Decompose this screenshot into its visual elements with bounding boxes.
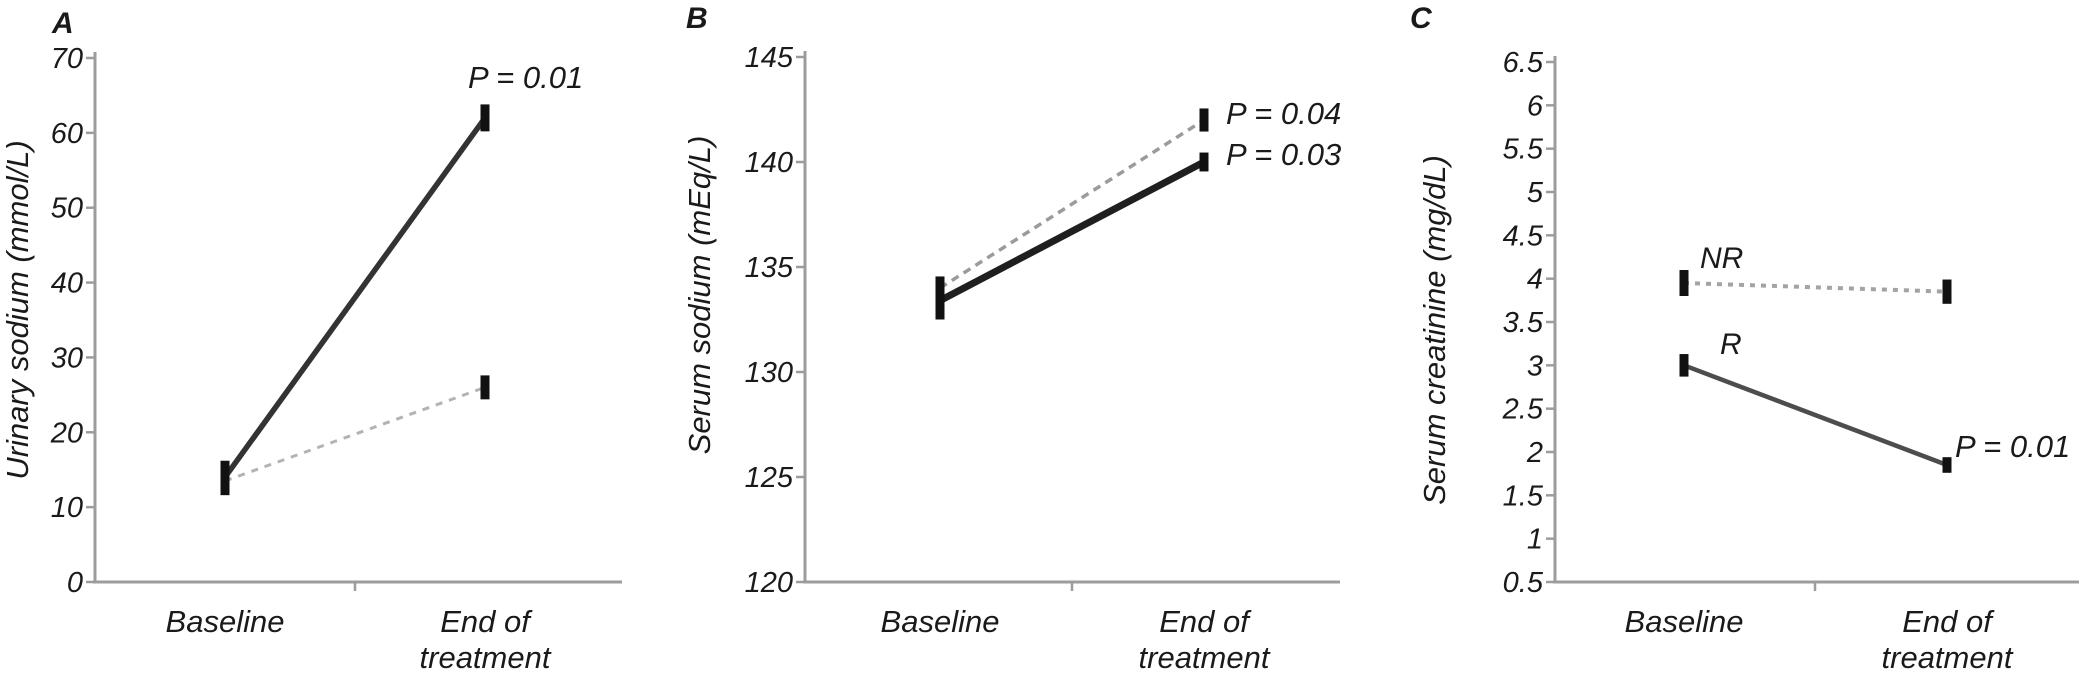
error-bar [220,466,230,496]
line-group-label: NR [1700,242,1743,275]
y-tick-label: 0.5 [1503,567,1544,599]
panel-letter: A [51,7,74,40]
y-tick-label: 135 [745,252,794,284]
y-tick-label: 4 [1527,264,1543,296]
line-group-label: R [1720,328,1742,361]
y-axis-title: Serum sodium (mEq/L) [682,136,717,455]
x-category-label: Baseline [166,604,285,639]
y-tick-label: 130 [745,357,793,389]
y-tick-label: 6.5 [1503,47,1544,79]
y-axis-title: Urinary sodium (mmol/L) [0,140,35,479]
y-axis-title: Serum creatinine (mg/dL) [1417,155,1452,505]
y-tick-label: 3.5 [1503,307,1544,339]
y-tick-label: 5 [1527,177,1544,209]
x-category-label: treatment [1882,640,2014,675]
y-tick-label: 2 [1526,437,1543,469]
error-bar [1942,457,1952,473]
p-value-label: P = 0.03 [1226,137,1341,172]
data-line-non-responders [1683,281,1948,294]
y-tick-label: 125 [745,462,794,494]
error-bar [1679,354,1689,377]
panel-letter: B [686,2,708,35]
y-tick-label: 2.5 [1502,394,1544,426]
y-tick-label: 3 [1527,350,1543,382]
data-line-responders [1683,363,1948,468]
y-tick-label: 1.5 [1503,480,1544,512]
error-bar [1199,152,1209,172]
y-tick-label: 0 [67,567,83,599]
y-tick-label: 120 [745,567,793,599]
error-bar [1199,108,1209,132]
p-value-label: P = 0.01 [1955,429,2070,464]
x-category-label: treatment [1139,640,1271,675]
x-category-label: End of [1159,604,1252,639]
y-tick-label: 40 [51,268,83,300]
p-value-label: P = 0.01 [468,60,583,95]
y-tick-label: 1 [1527,524,1543,556]
y-tick-label: 70 [51,43,83,75]
y-tick-label: 30 [51,342,83,374]
y-tick-label: 50 [51,193,83,225]
x-category-label: treatment [420,640,552,675]
p-value-label: P = 0.04 [1226,96,1341,131]
error-bar [1942,279,1952,304]
x-category-label: End of [1902,604,1995,639]
y-tick-label: 60 [51,118,83,150]
y-tick-label: 20 [50,417,83,449]
x-category-label: Baseline [1625,604,1744,639]
error-bar [480,375,490,400]
data-line-solid-line [222,116,488,479]
y-tick-label: 6 [1527,90,1544,122]
error-bar [480,104,490,132]
data-line-solid-line [938,158,1206,304]
y-tick-label: 5.5 [1503,134,1544,166]
data-line-dashed-line [939,118,1205,290]
x-category-label: Baseline [881,604,1000,639]
error-bar [1679,270,1689,296]
data-line-dashed-line [224,385,486,483]
error-bar [935,281,945,320]
y-tick-label: 140 [745,147,793,179]
y-tick-label: 10 [51,492,83,524]
x-category-label: End of [440,604,533,639]
panel-letter: C [1410,2,1433,35]
y-tick-label: 145 [745,42,794,74]
y-tick-label: 4.5 [1503,220,1544,252]
